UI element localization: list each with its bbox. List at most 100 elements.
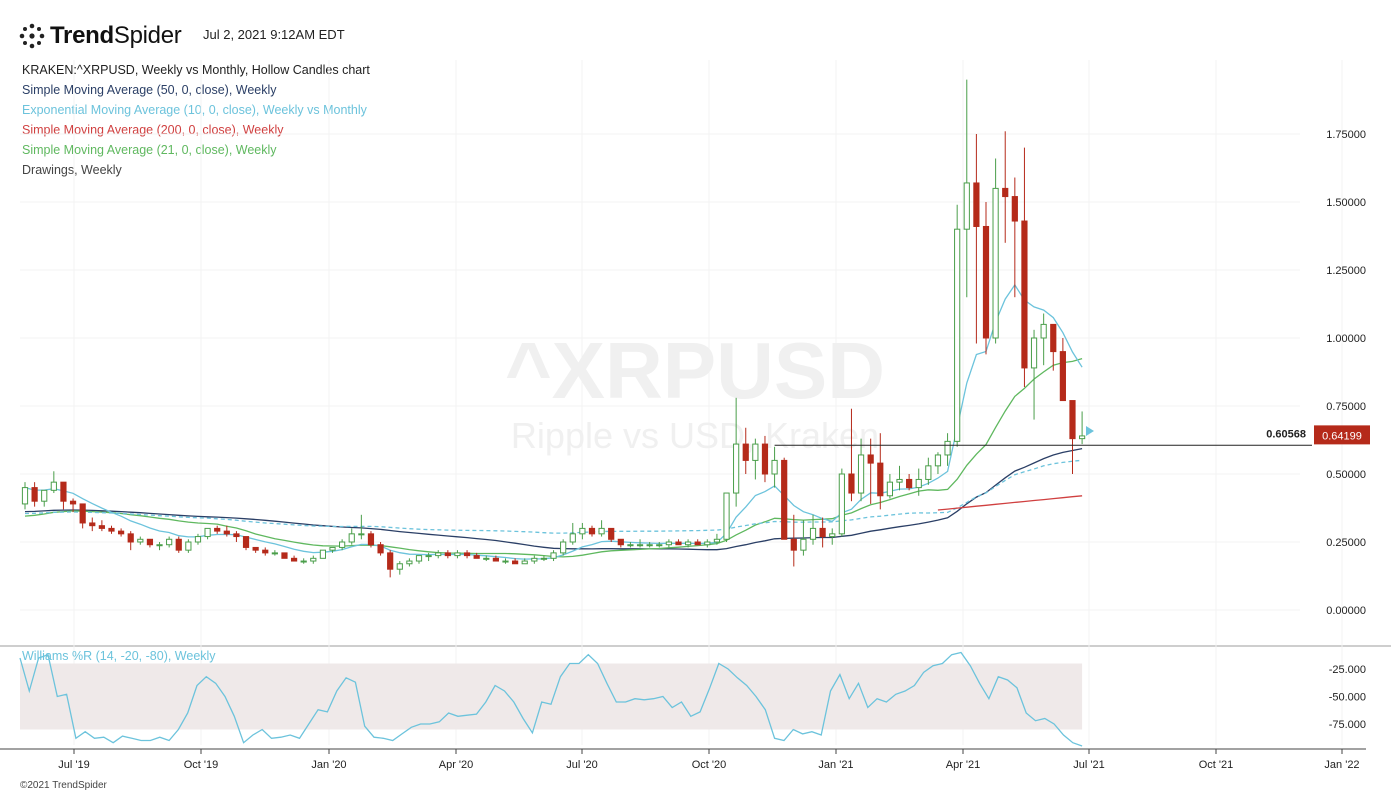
horizontal-line-drawing[interactable]: 0.60568 (774, 428, 1312, 446)
candle-up (665, 541, 672, 546)
candle-down (512, 560, 519, 565)
williams-r-line (19, 651, 1083, 747)
candle-down (377, 544, 384, 554)
legend-item-drawings[interactable]: Drawings, Weekly (22, 163, 122, 177)
candle-down (233, 533, 240, 538)
candle-up (598, 527, 605, 535)
time-axis[interactable]: Jul '19 Oct '19 Jan '20 Apr '20 Jul '20 Oct '… (0, 748, 1366, 771)
legend-item-sma21[interactable]: Simple Moving Average (21, 0, close), We… (22, 143, 277, 157)
candle-up (713, 538, 721, 543)
candle-up (829, 533, 836, 538)
wr-tick-label: -50.000 (1329, 692, 1366, 704)
ema10-monthly-line (24, 459, 1083, 534)
candle-down (781, 459, 788, 540)
candle-down (1059, 351, 1066, 402)
candle-down (1002, 187, 1009, 198)
price-tick-label: 1.75000 (1326, 129, 1366, 141)
chart-timestamp: Jul 2, 2021 9:12AM EDT (203, 27, 345, 42)
candle-down (588, 527, 596, 535)
candle-up (137, 538, 144, 543)
candle-down (387, 552, 394, 570)
williams-r-axis: -25.000 -50.000 -75.000 (1329, 664, 1366, 731)
candle-down (175, 538, 182, 551)
candle-down (281, 552, 288, 559)
candle-down (608, 527, 615, 540)
sma200-line (937, 495, 1083, 511)
candle-down (1050, 323, 1057, 353)
candle-up (166, 538, 173, 546)
time-tick-label: Jan '20 (311, 759, 346, 771)
candle-up (771, 459, 778, 475)
candle-up (656, 544, 663, 547)
last-price-tag (1314, 425, 1370, 445)
wr-series-line (19, 651, 1083, 747)
candles (21, 79, 1086, 578)
candle-down (617, 538, 624, 546)
williams-r-label[interactable]: Williams %R (14, -20, -80), Weekly (22, 649, 216, 663)
candle-up (915, 478, 922, 489)
candle-up (857, 454, 865, 494)
candle-down (108, 527, 115, 532)
candle-up (521, 560, 528, 565)
candle-down (98, 525, 105, 529)
price-tick-label: 0.75000 (1326, 401, 1366, 413)
candle-up (944, 440, 951, 456)
price-axis[interactable]: 0.00000 0.25000 0.50000 0.75000 1.00000 1.250… (1314, 129, 1370, 617)
time-tick-label: Jan '22 (1324, 759, 1359, 771)
candle-up (1030, 337, 1038, 369)
candle-up (502, 560, 509, 563)
candle-up (435, 552, 442, 557)
candle-up (684, 541, 692, 546)
candle-down (906, 478, 913, 489)
candle-up (531, 557, 538, 562)
williams-r-band (20, 663, 1083, 730)
watermark-name: Ripple vs USD, Kraken (511, 415, 879, 456)
time-tick-label: Oct '21 (1199, 759, 1234, 771)
candle-down (1011, 196, 1018, 222)
candle-up (569, 533, 576, 543)
price-tick-label: 1.00000 (1326, 333, 1366, 345)
chart-grid (0, 60, 1391, 745)
candle-up (954, 228, 961, 442)
candle-down (973, 182, 980, 227)
time-tick-label: Jul '20 (566, 759, 597, 771)
candle-down (252, 546, 259, 551)
candle-down (60, 481, 67, 502)
wr-tick-label: -75.000 (1329, 719, 1366, 731)
candle-up (319, 549, 327, 559)
candle-up (550, 552, 557, 559)
candle-up (723, 492, 730, 540)
candle-down (742, 443, 749, 461)
candle-up (156, 544, 163, 547)
candle-down (819, 527, 826, 538)
candle-up (838, 473, 845, 535)
time-tick-label: Jul '21 (1073, 759, 1104, 771)
candle-up (886, 481, 893, 497)
candle-down (89, 522, 96, 527)
candle-down (473, 555, 480, 559)
candle-up (50, 481, 57, 491)
candle-down (877, 462, 884, 497)
watermark-symbol: ^XRPUSD (505, 326, 885, 415)
candle-down (118, 530, 125, 535)
legend-title: KRAKEN:^XRPUSD, Weekly vs Monthly, Hollo… (22, 63, 370, 77)
candle-down (79, 503, 86, 524)
candle-down (694, 541, 701, 546)
time-tick-label: Oct '20 (692, 759, 727, 771)
last-price-label: 0.64199 (1322, 430, 1362, 442)
candle-up (300, 560, 307, 563)
legend-item-ema10[interactable]: Exponential Moving Average (10, 0, close… (22, 103, 367, 117)
candle-up (396, 563, 403, 570)
candle-down (492, 557, 499, 562)
price-tick-label: 1.25000 (1326, 265, 1366, 277)
legend-item-sma50[interactable]: Simple Moving Average (50, 0, close), We… (22, 83, 277, 97)
candle-up (646, 544, 653, 547)
candle-up (560, 541, 567, 554)
sma50-line (24, 447, 1083, 551)
candle-up (1040, 323, 1047, 339)
candle-up (329, 546, 336, 551)
time-tick-label: Jan '21 (818, 759, 853, 771)
candle-up (704, 541, 711, 546)
candle-up (454, 552, 461, 557)
